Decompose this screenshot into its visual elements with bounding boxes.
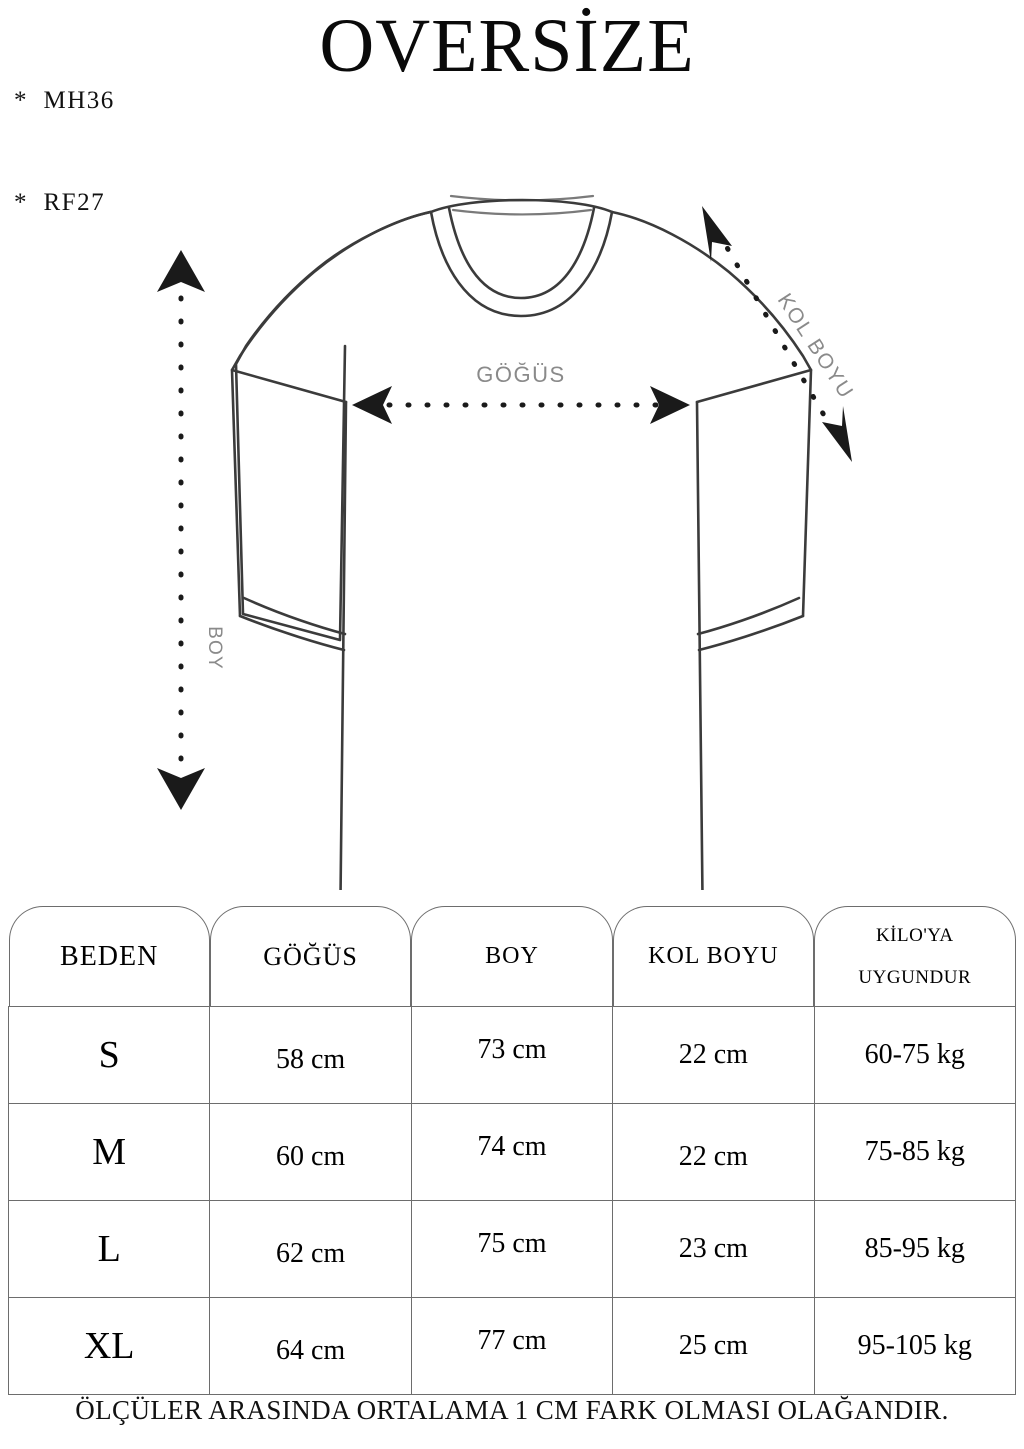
value-size: S <box>98 1034 120 1076</box>
header-label-kilo-line1: KİLO'YA <box>875 924 954 946</box>
sleeve-arrowhead-top <box>702 206 732 262</box>
tshirt-shoulder-top <box>429 198 614 214</box>
length-measure-group <box>157 250 205 810</box>
tshirt-collar-inner <box>447 206 596 300</box>
sleeve-arrowhead-bottom <box>822 406 852 462</box>
value-weight: 95-105 kg <box>857 1330 972 1361</box>
table-header-cell-kol-boyu: KOL BOYU <box>612 906 815 1007</box>
length-arrowhead-top <box>157 250 205 292</box>
cell-size: S <box>7 1006 211 1104</box>
cell-length: 74 cm <box>410 1103 614 1201</box>
product-code-1: * MH36 <box>14 87 115 114</box>
cell-weight: 75-85 kg <box>813 1103 1017 1201</box>
tshirt-illustration-svg: GÖĞÜS BOY KOL BOYU <box>157 194 858 890</box>
table-row: XL 64 cm 77 cm 25 cm 95-105 kg <box>7 1297 1017 1395</box>
value-size: M <box>92 1131 127 1173</box>
chest-label: GÖĞÜS <box>476 362 565 387</box>
value-length: 77 cm <box>477 1325 547 1356</box>
tshirt-back-neck-line-2 <box>451 208 593 216</box>
cell-chest: 60 cm <box>209 1103 412 1201</box>
sleeve-measure-group <box>702 206 852 462</box>
sleeve-dotted-line <box>715 229 839 439</box>
header-label-gogus: GÖĞÜS <box>263 941 358 971</box>
tshirt-left-sleeve-cuff-inner <box>242 596 347 636</box>
cell-sleeve: 25 cm <box>612 1297 815 1395</box>
chest-measure-group <box>352 386 690 424</box>
measurements-table: BEDEN GÖĞÜS BOY KOL BOYU KİLO'YA UYGUNDU… <box>7 906 1017 1395</box>
table-row: S 58 cm 73 cm 22 cm 60-75 kg <box>7 1006 1017 1104</box>
table-header-row: BEDEN GÖĞÜS BOY KOL BOYU KİLO'YA UYGUNDU… <box>8 906 1016 1007</box>
table-row: L 62 cm 75 cm 23 cm 85-95 kg <box>7 1200 1017 1298</box>
cell-size: XL <box>7 1297 211 1395</box>
product-code-2: * RF27 <box>14 189 106 216</box>
cell-sleeve: 22 cm <box>612 1006 815 1104</box>
value-chest: 64 cm <box>275 1335 346 1366</box>
tshirt-diagram: GÖĞÜS BOY KOL BOYU <box>0 150 1024 890</box>
value-chest: 58 cm <box>275 1044 346 1075</box>
cell-chest: 62 cm <box>209 1200 412 1298</box>
value-sleeve: 23 cm <box>678 1233 748 1264</box>
size-chart-table: BEDEN GÖĞÜS BOY KOL BOYU KİLO'YA UYGUNDU… <box>7 906 1017 1395</box>
tshirt-left-side-seam <box>339 400 348 890</box>
tshirt-left-shoulder-sleeve <box>230 210 433 618</box>
tshirt-collar-outer <box>429 210 614 318</box>
cell-weight: 85-95 kg <box>813 1200 1017 1298</box>
header-label-kilo: KİLO'YA UYGUNDUR <box>858 925 971 989</box>
value-weight: 60-75 kg <box>864 1039 965 1070</box>
value-weight: 75-85 kg <box>864 1136 965 1167</box>
value-length: 75 cm <box>477 1228 547 1259</box>
table-header-cell-gogus: GÖĞÜS <box>209 906 412 1007</box>
cell-length: 75 cm <box>410 1200 614 1298</box>
length-arrowhead-bottom <box>157 768 205 810</box>
page-title: OVERSİZE <box>319 4 695 88</box>
cell-sleeve: 22 cm <box>612 1103 815 1201</box>
table-header-cell-boy: BOY <box>411 906 613 1007</box>
tshirt-body-path <box>234 210 432 642</box>
value-sleeve: 25 cm <box>678 1330 748 1361</box>
value-weight: 85-95 kg <box>864 1233 965 1264</box>
header-label-kilo-line2: UYGUNDUR <box>858 967 972 989</box>
tshirt-right-side-seam <box>695 400 704 890</box>
value-chest: 62 cm <box>275 1238 346 1269</box>
cell-sleeve: 23 cm <box>612 1200 815 1298</box>
length-label: BOY <box>204 626 225 670</box>
chest-arrowhead-right <box>650 386 690 424</box>
table-header-cell-beden: BEDEN <box>8 906 210 1007</box>
value-size: L <box>97 1228 121 1270</box>
tolerance-note: ÖLÇÜLER ARASINDA ORTALAMA 1 CM FARK OLMA… <box>75 1395 949 1425</box>
product-codes: * MH36 * RF27 <box>14 16 115 254</box>
header-label-kol-boyu: KOL BOYU <box>648 943 779 970</box>
tshirt-right-shoulder-sleeve <box>610 210 813 618</box>
tshirt-right-armhole <box>695 368 813 404</box>
cell-weight: 60-75 kg <box>813 1006 1017 1104</box>
tshirt-right-sleeve-cuff-inner <box>696 596 801 636</box>
cell-size: M <box>7 1103 211 1201</box>
tshirt-outline <box>230 194 813 890</box>
cell-chest: 58 cm <box>209 1006 412 1104</box>
tshirt-right-sleeve-cuff-outer <box>697 614 805 652</box>
value-sleeve: 22 cm <box>678 1039 748 1070</box>
value-chest: 60 cm <box>275 1141 346 1172</box>
tshirt-left-armhole <box>230 368 348 404</box>
value-length: 73 cm <box>477 1034 547 1065</box>
table-header-cell-kilo: KİLO'YA UYGUNDUR <box>814 906 1016 1007</box>
table-row: M 60 cm 74 cm 22 cm 75-85 kg <box>7 1103 1017 1201</box>
value-sleeve: 22 cm <box>678 1141 748 1172</box>
chest-arrowhead-left <box>352 386 392 424</box>
header-label-boy: BOY <box>485 943 539 970</box>
cell-length: 77 cm <box>410 1297 614 1395</box>
cell-weight: 95-105 kg <box>813 1297 1017 1395</box>
value-length: 74 cm <box>477 1131 547 1162</box>
header-label-beden: BEDEN <box>60 940 159 972</box>
tshirt-left-sleeve-cuff-outer <box>238 614 346 652</box>
cell-size: L <box>7 1200 211 1298</box>
cell-length: 73 cm <box>410 1006 614 1104</box>
cell-chest: 64 cm <box>209 1297 412 1395</box>
value-size: XL <box>83 1325 135 1367</box>
